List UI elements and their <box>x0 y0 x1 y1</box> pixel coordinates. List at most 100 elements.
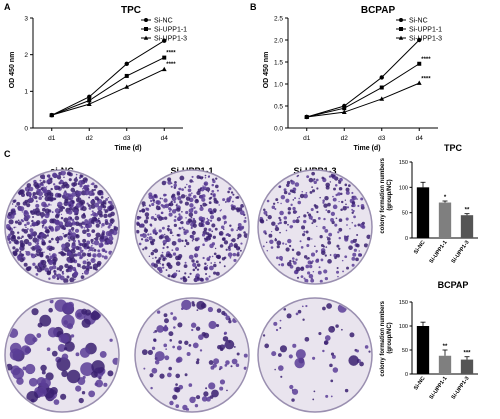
colony <box>340 208 343 211</box>
colony <box>351 208 354 211</box>
colony <box>208 255 211 258</box>
colony <box>160 203 164 207</box>
colony <box>105 230 112 237</box>
colony <box>60 393 67 400</box>
colony <box>154 227 156 229</box>
colony <box>67 301 74 309</box>
colony <box>188 343 192 347</box>
colony <box>153 248 159 253</box>
colony <box>36 333 42 338</box>
y-tick-label-tpc: 1 <box>24 89 28 96</box>
colony <box>56 277 60 280</box>
colony <box>345 206 347 208</box>
colony <box>97 249 101 253</box>
colony <box>30 253 34 256</box>
colony <box>297 174 300 177</box>
colony <box>213 271 217 275</box>
colony <box>63 278 69 283</box>
colony <box>152 249 155 252</box>
data-point-square <box>124 73 129 78</box>
colony <box>313 178 316 181</box>
colony <box>63 191 68 196</box>
colony <box>328 326 336 333</box>
colony <box>192 268 196 272</box>
colony <box>94 213 99 217</box>
colony <box>88 206 92 210</box>
colony <box>165 258 168 260</box>
colony <box>306 236 311 241</box>
colony <box>195 260 199 264</box>
colony <box>92 263 99 269</box>
colony <box>13 239 19 245</box>
colony <box>12 199 16 203</box>
colony <box>312 218 317 223</box>
colony <box>352 252 357 257</box>
colony <box>320 258 324 262</box>
colony <box>163 326 169 332</box>
data-point-square <box>342 106 347 111</box>
colony <box>30 225 32 227</box>
colony <box>75 352 80 357</box>
colony <box>192 223 197 228</box>
colony <box>44 228 50 234</box>
colony <box>237 223 242 227</box>
colony <box>66 251 72 256</box>
colony <box>315 259 320 263</box>
colony <box>321 176 325 180</box>
colony <box>61 271 64 273</box>
colony <box>264 232 267 235</box>
colony <box>209 211 213 215</box>
colony <box>287 211 291 215</box>
colony <box>77 263 81 268</box>
colony <box>229 256 232 259</box>
y-axis-label-bcpap: OD 450 nm <box>263 52 270 89</box>
colony <box>318 331 322 336</box>
colony <box>312 398 315 401</box>
colony <box>72 230 74 232</box>
colony <box>190 192 193 194</box>
colony <box>160 254 164 258</box>
colony <box>80 266 82 268</box>
colony <box>240 203 245 208</box>
colony <box>172 394 178 400</box>
colony <box>288 354 293 359</box>
colony <box>40 377 51 389</box>
colony <box>283 188 287 192</box>
colony <box>338 227 343 232</box>
colony <box>47 196 52 202</box>
bar-y-label-tpc-line1: colony formation numbers <box>380 157 386 233</box>
colony <box>93 239 100 246</box>
colony <box>285 198 290 203</box>
colony <box>63 195 66 199</box>
colony <box>149 240 154 244</box>
panel-letter-c: C <box>4 149 11 159</box>
colony <box>329 363 333 368</box>
colony <box>168 210 171 213</box>
colony <box>219 209 222 212</box>
y-tick-label-bcpap: 2.0 <box>274 37 283 44</box>
colony <box>68 207 73 211</box>
colony <box>91 360 105 374</box>
bar-chart-title-tpc: TPC <box>444 143 463 153</box>
colony <box>196 268 200 271</box>
colony <box>109 204 115 210</box>
colony <box>354 224 357 227</box>
colony <box>208 201 212 205</box>
colony <box>165 269 168 271</box>
colony <box>24 333 37 346</box>
colony <box>153 331 155 334</box>
colony <box>91 244 93 247</box>
colony <box>180 194 186 199</box>
colony <box>266 199 270 203</box>
bar-category-label: Si-NC <box>413 240 427 256</box>
colony <box>189 203 194 208</box>
colony <box>100 196 104 199</box>
series-line-tpc-1 <box>51 57 165 116</box>
colony <box>213 263 217 268</box>
colony <box>175 204 178 207</box>
colony <box>75 385 82 392</box>
colony <box>104 221 109 225</box>
colony <box>36 253 40 257</box>
colony <box>176 233 180 237</box>
bar-category-label: Si-NC <box>413 376 427 392</box>
